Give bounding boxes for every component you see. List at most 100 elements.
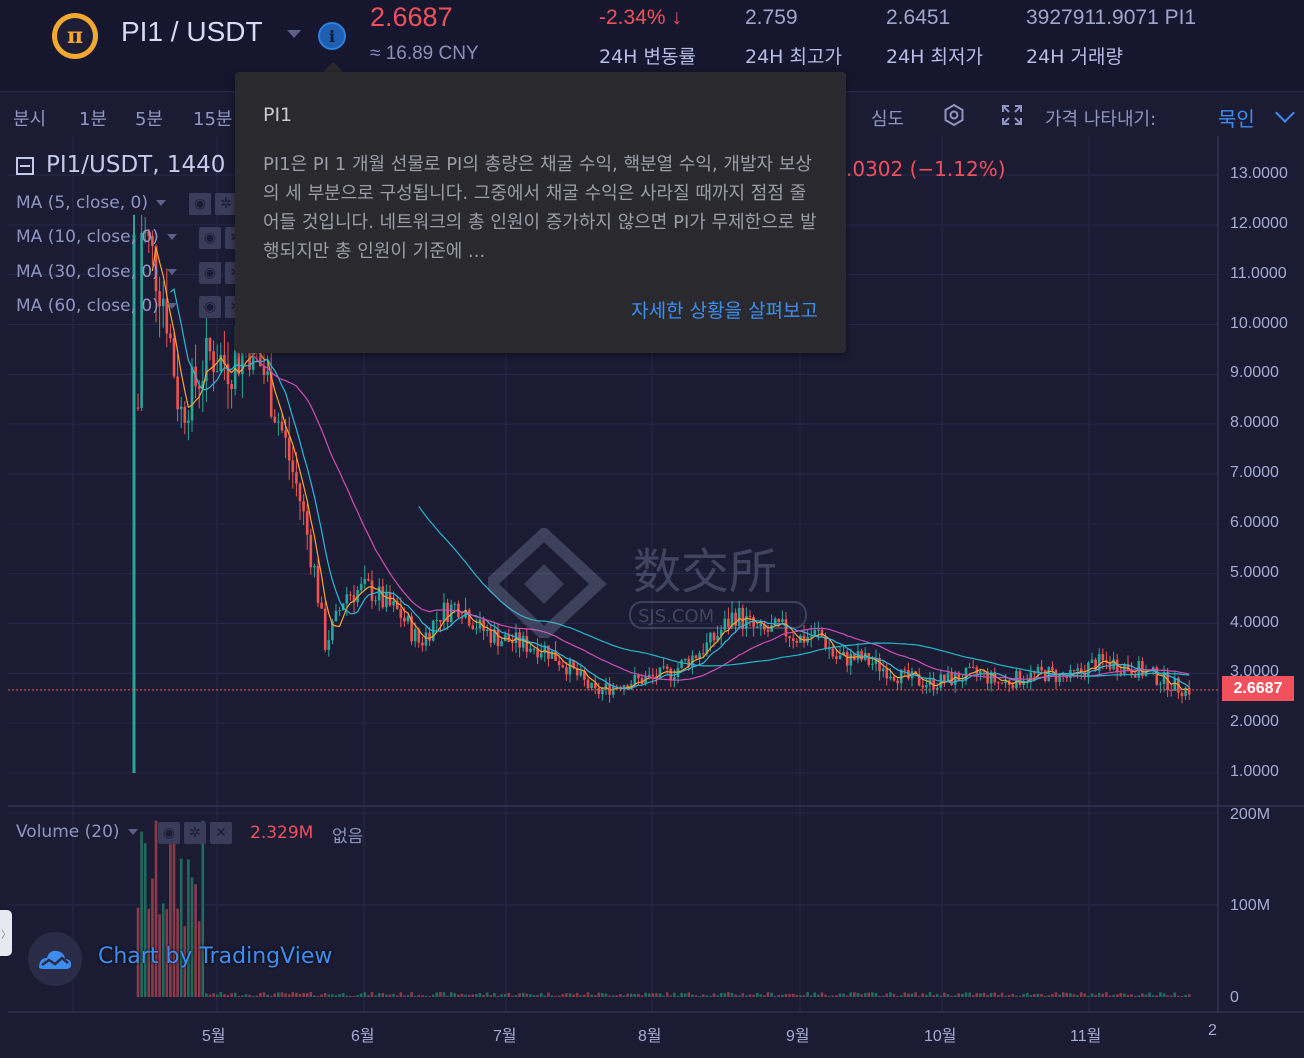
- candle-body: [687, 658, 691, 667]
- candle-body: [280, 421, 284, 431]
- eye-icon[interactable]: ◉: [158, 822, 180, 844]
- volume-bar: [453, 993, 457, 997]
- volume-bar: [1007, 994, 1011, 997]
- candle-body: [410, 616, 413, 642]
- gear-icon[interactable]: ✲: [184, 822, 206, 844]
- volume-bar: [500, 994, 503, 997]
- volume-bar: [363, 992, 367, 997]
- volume-bar: [367, 995, 370, 997]
- volume-bar: [741, 993, 745, 997]
- price-display-select[interactable]: 묵인: [1218, 107, 1255, 131]
- eye-icon[interactable]: ◉: [199, 262, 221, 284]
- candle-body: [593, 682, 597, 689]
- interval-5m[interactable]: 5분: [135, 109, 164, 130]
- volume-bar: [341, 993, 345, 997]
- candle-body: [140, 232, 143, 409]
- interval-timeline[interactable]: 분시: [13, 109, 47, 130]
- caret-down-icon[interactable]: [287, 30, 301, 38]
- volume-bar: [172, 825, 176, 997]
- volume-bar: [1184, 994, 1187, 997]
- volume-bar: [795, 994, 799, 997]
- candle-body: [734, 612, 737, 626]
- volume-bar: [219, 992, 223, 997]
- volume-bar: [1047, 995, 1051, 997]
- volume-bar: [608, 995, 611, 997]
- volume-bar: [755, 992, 759, 997]
- popover-title: PI1: [263, 104, 293, 126]
- volume-bar: [428, 995, 431, 997]
- candle-body: [889, 676, 892, 679]
- close-icon[interactable]: ✕: [210, 822, 232, 844]
- candle-body: [205, 337, 208, 382]
- candle-body: [305, 511, 309, 535]
- volume-bar: [169, 844, 172, 997]
- fullscreen-icon[interactable]: [1000, 103, 1024, 127]
- volume-bar: [521, 992, 525, 997]
- volume-bar: [658, 993, 662, 997]
- volume-bar: [143, 843, 147, 997]
- candle-body: [633, 675, 637, 685]
- volume-bar: [323, 993, 327, 997]
- candle-body: [867, 653, 871, 665]
- depth-tab[interactable]: 심도: [871, 109, 905, 130]
- volume-bar: [277, 992, 280, 997]
- gear-icon[interactable]: ✲: [215, 193, 237, 215]
- volume-bar: [349, 995, 352, 997]
- candle-body: [622, 685, 626, 690]
- volume-bar: [640, 995, 644, 997]
- volume-bar: [615, 995, 619, 997]
- volume-bar: [161, 903, 165, 997]
- candle-body: [709, 632, 712, 643]
- candle-body: [964, 667, 968, 681]
- candle-body: [802, 635, 806, 643]
- eye-icon[interactable]: ◉: [189, 193, 211, 215]
- volume-bar: [194, 884, 197, 997]
- candle-body: [187, 420, 190, 423]
- time-axis-label: 9월: [786, 1028, 810, 1045]
- volume-bar: [395, 995, 399, 997]
- eye-icon[interactable]: ◉: [199, 296, 221, 318]
- time-axis-label: 5월: [202, 1028, 226, 1045]
- volume-current-value: 2.329M: [250, 823, 314, 843]
- candle-body: [179, 406, 183, 410]
- eye-icon[interactable]: ◉: [199, 227, 221, 249]
- interval-1m[interactable]: 1분: [79, 109, 108, 130]
- settings-icon[interactable]: [942, 103, 966, 127]
- volume-bar: [835, 995, 838, 997]
- volume-bar: [1180, 995, 1184, 997]
- candle-body: [151, 235, 154, 247]
- volume-value: 3927911.9071 PI1: [1026, 6, 1197, 29]
- volume-bar: [518, 993, 521, 997]
- volume-bar: [975, 993, 979, 997]
- volume-bar: [561, 994, 565, 997]
- volume-bar: [413, 995, 417, 997]
- volume-bar: [1187, 994, 1191, 997]
- volume-bar: [244, 994, 248, 997]
- volume-bar: [295, 992, 298, 997]
- volume-bar: [1137, 995, 1141, 997]
- price-axis-tick: 7.0000: [1230, 464, 1279, 481]
- volume-bar: [392, 993, 395, 997]
- candle-body: [147, 231, 151, 236]
- pair-name[interactable]: PI1 / USDT: [121, 16, 263, 47]
- tradingview-logo-icon[interactable]: [28, 932, 82, 986]
- candle-body: [651, 674, 655, 677]
- side-panel-toggle[interactable]: 〉: [0, 910, 12, 956]
- volume-bar: [745, 995, 748, 997]
- candle-body: [503, 634, 507, 642]
- candle-body: [277, 421, 280, 423]
- volume-bar: [248, 994, 251, 997]
- candle-body: [374, 600, 377, 602]
- candle-body: [586, 679, 590, 689]
- info-icon[interactable]: i: [318, 22, 346, 50]
- interval-15m[interactable]: 15분: [193, 109, 233, 130]
- volume-bar: [1105, 992, 1108, 997]
- candle-body: [338, 610, 341, 612]
- candle-body: [1043, 670, 1047, 681]
- tradingview-branding[interactable]: Chart by TradingView: [98, 944, 333, 969]
- candle-body: [136, 407, 140, 409]
- collapse-legend-icon[interactable]: [16, 157, 34, 175]
- popover-details-link[interactable]: 자세한 상황을 살펴보고: [631, 300, 818, 322]
- volume-bar: [183, 926, 187, 997]
- candle-body: [334, 610, 338, 621]
